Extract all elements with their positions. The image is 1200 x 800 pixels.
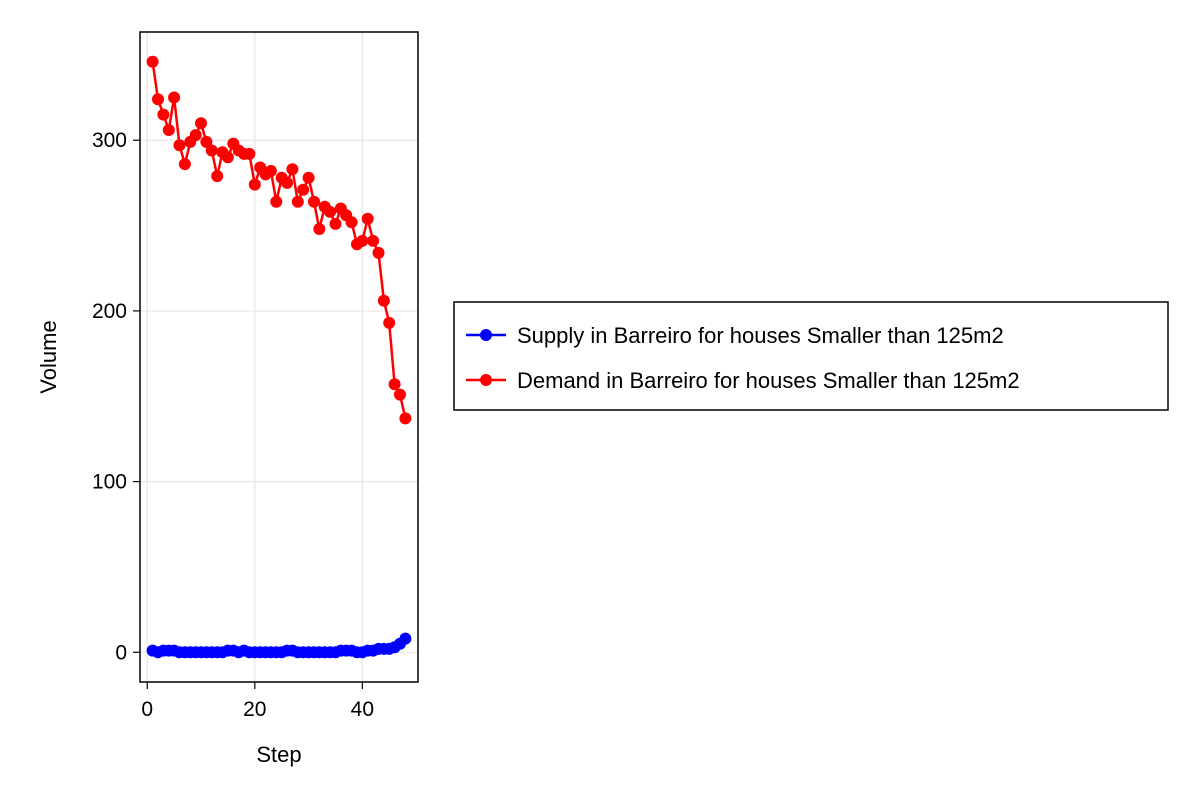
series-1-point [377,294,390,307]
series-1-point [264,164,277,177]
series-1-point [345,216,358,229]
legend-label-demand: Demand in Barreiro for houses Smaller th… [517,368,1020,393]
x-tick-label: 0 [141,698,153,721]
series-1-point [291,195,304,208]
y-tick-label: 200 [92,300,127,323]
series-1-point [302,171,315,184]
series-1-point [394,388,406,401]
y-axis-ticks: 0 100 200 300 [92,129,140,664]
x-axis-ticks: 0 20 40 [141,682,374,721]
legend: Supply in Barreiro for houses Smaller th… [453,301,1169,411]
series-1-point [173,139,186,152]
legend-marker-supply [480,329,492,341]
series-1-point [361,212,374,225]
series-1-point [157,108,170,121]
series-1-point [308,195,320,208]
series-1-point [324,205,337,218]
legend-marker-demand [480,374,492,386]
series-1-point [221,151,234,164]
series-1-point [152,93,164,106]
series-0-point [399,632,412,645]
series-1-point [178,158,191,171]
plot-frame [139,31,419,683]
series-1-point [399,412,412,425]
y-tick-label: 0 [115,641,127,664]
series-1-point [372,246,385,259]
x-axis-title: Step [256,742,301,767]
series-1-point [248,178,261,191]
y-tick-label: 300 [92,129,127,152]
series-1-point [211,170,224,183]
series-1-point [146,55,159,68]
y-tick-label: 100 [92,471,127,494]
series-1-point [162,124,175,136]
series-1-point [189,129,202,142]
x-tick-label: 20 [243,698,266,721]
series-1-point [356,234,369,247]
series-1-point [243,147,256,160]
series-1-point [168,91,181,104]
legend-label-supply: Supply in Barreiro for houses Smaller th… [517,323,1004,348]
y-axis-title: Volume [36,320,61,393]
series-1-point [195,117,207,130]
series-1-point [329,217,342,230]
x-tick-label: 40 [351,698,374,721]
series-group [146,55,412,659]
series-1-point [200,135,213,148]
series-1-point [383,316,396,329]
series-1-point [388,378,401,391]
series-1-point [367,234,380,247]
series-1-point [270,195,283,208]
legend-box [453,301,1169,411]
series-1-point [281,176,294,189]
plot-area [140,32,418,682]
series-1-point [313,223,326,235]
series-1-point [297,183,310,196]
series-1-point [286,163,299,176]
series-1-point [205,144,218,157]
